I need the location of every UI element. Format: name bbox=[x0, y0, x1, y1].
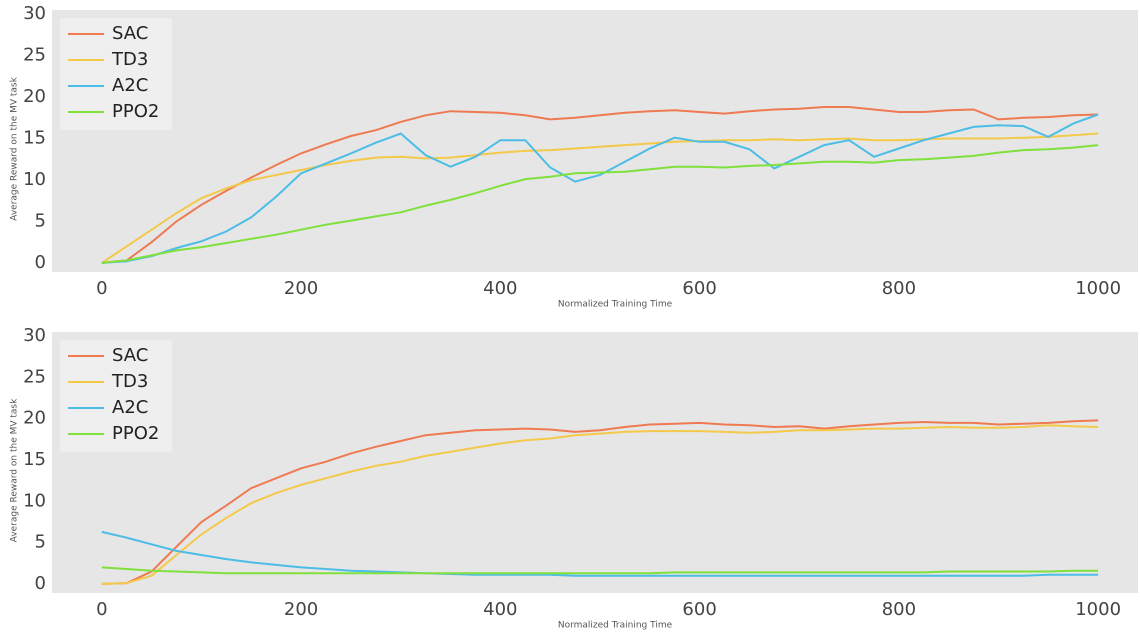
y-tick-label: 30 bbox=[23, 3, 46, 24]
y-tick-label: 15 bbox=[23, 128, 46, 149]
y-tick-label: 10 bbox=[23, 490, 46, 511]
series-line bbox=[101, 132, 1099, 264]
series-line bbox=[101, 113, 1099, 264]
legend-label: SAC bbox=[112, 23, 148, 44]
x-axis-label: Normalized Training Time bbox=[558, 621, 673, 631]
x-axis-label: Normalized Training Time bbox=[558, 300, 673, 310]
y-tick-label: 20 bbox=[23, 86, 46, 107]
y-axis-label: Average Reward on the MV task bbox=[10, 398, 20, 542]
x-tick-label: 0 bbox=[96, 278, 107, 299]
legend-box bbox=[60, 340, 172, 452]
legend-label: A2C bbox=[112, 75, 148, 96]
series-line bbox=[101, 566, 1099, 575]
x-tick-label: 200 bbox=[284, 599, 318, 620]
y-tick-label: 0 bbox=[35, 573, 46, 594]
legend-label: PPO2 bbox=[112, 101, 159, 122]
legend-label: A2C bbox=[112, 397, 148, 418]
series-line bbox=[101, 530, 1099, 577]
x-tick-label: 800 bbox=[882, 278, 916, 299]
x-tick-label: 400 bbox=[483, 599, 517, 620]
x-tick-label: 1000 bbox=[1075, 278, 1121, 299]
y-tick-label: 10 bbox=[23, 169, 46, 190]
y-tick-label: 20 bbox=[23, 408, 46, 429]
y-axis-label: Average Reward on the MV task bbox=[10, 76, 20, 220]
legend-label: PPO2 bbox=[112, 423, 159, 444]
legend-box bbox=[60, 18, 172, 130]
y-tick-label: 5 bbox=[35, 532, 46, 553]
x-tick-label: 400 bbox=[483, 278, 517, 299]
x-tick-label: 1000 bbox=[1075, 599, 1121, 620]
y-tick-label: 25 bbox=[23, 45, 46, 66]
series-line bbox=[101, 424, 1099, 585]
x-tick-label: 600 bbox=[682, 278, 716, 299]
y-tick-label: 25 bbox=[23, 366, 46, 387]
series-line bbox=[101, 419, 1099, 585]
y-tick-label: 30 bbox=[23, 325, 46, 346]
legend-label: TD3 bbox=[111, 49, 148, 70]
x-tick-label: 0 bbox=[96, 599, 107, 620]
x-tick-label: 600 bbox=[682, 599, 716, 620]
series-line bbox=[101, 106, 1099, 264]
x-tick-label: 800 bbox=[882, 599, 916, 620]
y-tick-label: 5 bbox=[35, 210, 46, 231]
plot-background bbox=[52, 10, 1138, 272]
series-line bbox=[101, 144, 1099, 264]
plot-background bbox=[52, 332, 1138, 593]
y-tick-label: 15 bbox=[23, 449, 46, 470]
x-tick-label: 200 bbox=[284, 278, 318, 299]
y-tick-label: 0 bbox=[35, 252, 46, 273]
legend-label: TD3 bbox=[111, 371, 148, 392]
legend-label: SAC bbox=[112, 345, 148, 366]
